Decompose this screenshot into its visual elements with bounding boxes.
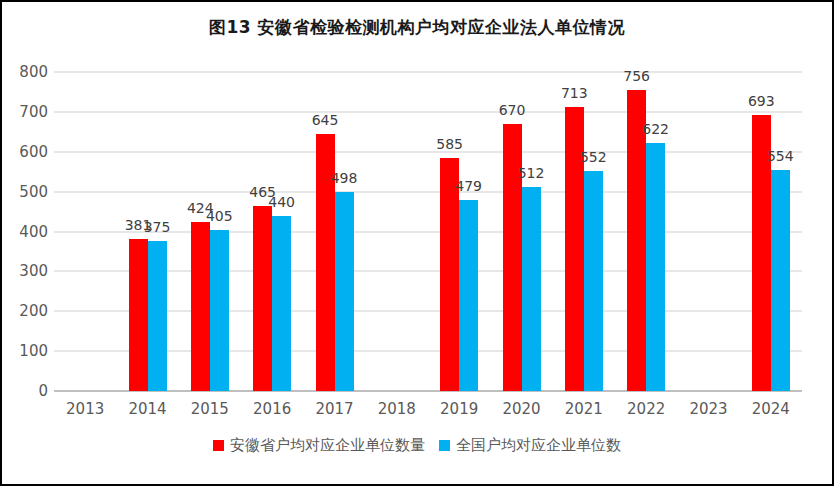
chart-title: 图13 安徽省检验检测机构户均对应企业法人单位情况 xyxy=(2,16,832,39)
bar-s1-2020 xyxy=(522,187,541,391)
gridline xyxy=(54,71,802,73)
x-axis-label: 2020 xyxy=(491,400,553,418)
bar-s0-2015 xyxy=(191,222,210,391)
x-axis-label: 2022 xyxy=(615,400,677,418)
gridline xyxy=(54,111,802,113)
bar-s1-2022 xyxy=(646,143,665,391)
y-axis-label: 100 xyxy=(8,342,48,360)
y-axis-label: 700 xyxy=(8,103,48,121)
y-axis-label: 400 xyxy=(8,223,48,241)
data-label-s1-2017: 498 xyxy=(321,170,367,187)
bar-s1-2017 xyxy=(335,192,354,391)
y-axis-label: 800 xyxy=(8,63,48,81)
x-axis-label: 2023 xyxy=(678,400,740,418)
data-label-s0-2024: 693 xyxy=(738,93,784,110)
data-label-s1-2020: 512 xyxy=(508,165,554,182)
legend-swatch-icon xyxy=(439,440,450,451)
legend-swatch-icon xyxy=(213,440,224,451)
x-axis-label: 2017 xyxy=(304,400,366,418)
y-axis-label: 600 xyxy=(8,143,48,161)
legend-item-0: 安徽省户均对应企业单位数量 xyxy=(213,436,425,455)
bar-s1-2021 xyxy=(584,171,603,391)
legend-label: 全国户均对应企业单位数 xyxy=(456,436,621,455)
data-label-s0-2017: 645 xyxy=(302,112,348,129)
legend: 安徽省户均对应企业单位数量 全国户均对应企业单位数 xyxy=(2,436,832,455)
data-label-s0-2021: 713 xyxy=(551,85,597,102)
bar-s0-2014 xyxy=(129,239,148,391)
data-label-s0-2019: 585 xyxy=(427,136,473,153)
bar-s1-2014 xyxy=(148,241,167,391)
bar-s1-2015 xyxy=(210,230,229,391)
data-label-s1-2016: 440 xyxy=(259,194,305,211)
legend-label: 安徽省户均对应企业单位数量 xyxy=(230,436,425,455)
bar-s1-2016 xyxy=(272,216,291,391)
gridline xyxy=(54,191,802,193)
bar-s0-2016 xyxy=(253,206,272,391)
legend-item-1: 全国户均对应企业单位数 xyxy=(439,436,621,455)
data-label-s1-2024: 554 xyxy=(757,148,803,165)
y-axis-label: 300 xyxy=(8,262,48,280)
x-axis-label: 2024 xyxy=(740,400,802,418)
data-label-s0-2020: 670 xyxy=(489,102,535,119)
data-label-s0-2022: 756 xyxy=(614,68,660,85)
x-axis-label: 2018 xyxy=(366,400,428,418)
data-label-s1-2014: 375 xyxy=(134,219,180,236)
chart-frame: 图13 安徽省检验检测机构户均对应企业法人单位情况 安徽省户均对应企业单位数量 全… xyxy=(0,0,834,486)
x-axis-label: 2019 xyxy=(428,400,490,418)
y-axis-label: 500 xyxy=(8,183,48,201)
x-axis-label: 2014 xyxy=(117,400,179,418)
x-axis-label: 2015 xyxy=(179,400,241,418)
x-axis-label: 2013 xyxy=(54,400,116,418)
bar-s1-2024 xyxy=(771,170,790,391)
bar-s1-2019 xyxy=(459,200,478,391)
data-label-s1-2021: 552 xyxy=(570,149,616,166)
y-axis-label: 0 xyxy=(8,382,48,400)
x-axis-label: 2021 xyxy=(553,400,615,418)
data-label-s1-2019: 479 xyxy=(446,178,492,195)
x-axis-label: 2016 xyxy=(241,400,303,418)
data-label-s1-2015: 405 xyxy=(196,208,242,225)
data-label-s1-2022: 622 xyxy=(633,121,679,138)
y-axis-label: 200 xyxy=(8,302,48,320)
